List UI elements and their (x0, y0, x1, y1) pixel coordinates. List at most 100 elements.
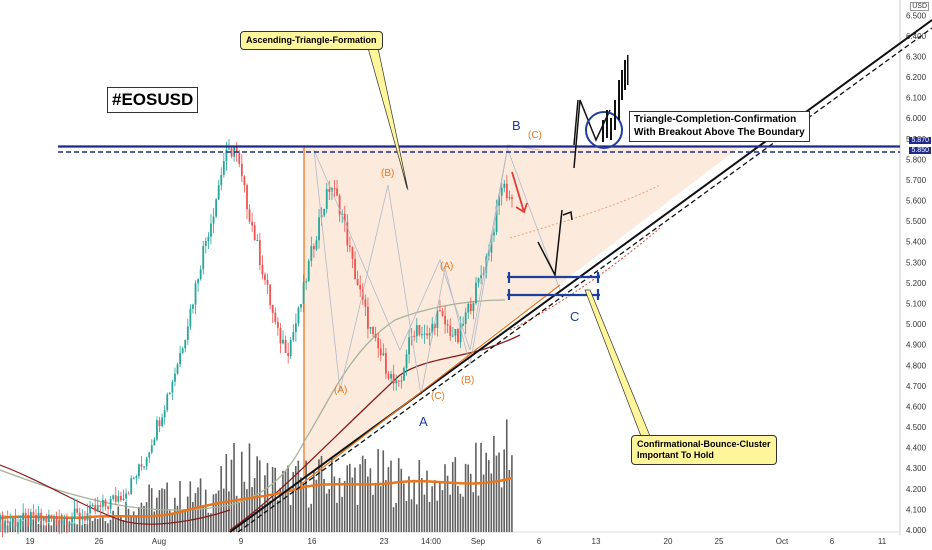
volume-bar (505, 419, 508, 532)
candle-body (367, 306, 369, 329)
candle-body (464, 312, 467, 324)
volume-bar (349, 463, 351, 532)
volume-bar (287, 465, 289, 532)
candle-body (14, 519, 17, 527)
candle-body (382, 353, 385, 356)
volume-bar (423, 494, 426, 532)
candle-body (11, 519, 14, 522)
candle-body (421, 334, 423, 336)
volume-bar (379, 486, 382, 532)
volume-bar (297, 460, 300, 532)
volume-bar (37, 523, 40, 532)
candle-body (166, 394, 169, 411)
volume-bar (107, 523, 109, 532)
volume-bar (454, 457, 457, 532)
candle-body (493, 232, 495, 236)
candle-body (274, 312, 277, 322)
candle-body (161, 417, 163, 427)
candle-body (55, 515, 58, 520)
candle-body (356, 279, 359, 286)
volume-bar (359, 464, 361, 532)
volume-bar (135, 516, 138, 532)
x-tick-label: 19 (26, 537, 35, 546)
candle-body (415, 325, 418, 337)
ticker-title: #EOSUSD (107, 87, 199, 113)
volume-bar (392, 507, 395, 532)
candle-body (65, 517, 68, 526)
volume-bar (96, 518, 99, 532)
candle-body (320, 215, 323, 218)
y-tick-label: 6.300 (906, 52, 927, 61)
volume-bar (81, 525, 84, 532)
x-axis: 19 26 Aug 9 16 23 14:00 Sep 6 13 20 25 Oct 6 11 (26, 537, 887, 546)
volume-bar (150, 488, 153, 532)
volume-bar (400, 468, 403, 532)
volume-bar (405, 501, 408, 532)
volume-bar (294, 465, 297, 532)
candle-body (58, 519, 61, 525)
x-tick-label: 6 (830, 537, 835, 546)
volume-bar (323, 478, 325, 532)
candle-body (32, 512, 35, 515)
triangle-callout: Ascending-Triangle-Formation (240, 31, 383, 50)
candle-body (184, 339, 187, 349)
volume-bar (202, 506, 204, 532)
candle-body (387, 373, 390, 379)
volume-bar (382, 450, 385, 532)
breakout-note-line2: With Breakout Above The Boundary (634, 126, 805, 138)
candle-body (1, 514, 4, 529)
volume-bar (153, 511, 156, 532)
candle-body (323, 208, 326, 216)
candle-body (130, 478, 133, 495)
candle-body (397, 380, 400, 382)
candle-body (297, 307, 300, 324)
volume-bar (40, 521, 42, 532)
candle-body (27, 515, 30, 526)
ma-dark-band (0, 464, 231, 525)
candle-body (207, 236, 210, 241)
candle-body (477, 278, 480, 283)
volume-bar (32, 519, 35, 532)
candle-body (349, 245, 351, 248)
x-tick-label: Aug (152, 537, 166, 546)
wave-label-orange-c1: (C) (431, 391, 445, 402)
breakout-note: Triangle-Completion-Confirmation With Br… (629, 111, 810, 142)
candle-body (40, 512, 43, 521)
volume-bar (485, 452, 487, 532)
candle-body (135, 476, 138, 479)
wave-label-blue-b: B (512, 118, 521, 133)
volume-bar (199, 478, 202, 532)
y-tick-label: 4.000 (906, 526, 927, 535)
volume-bar (168, 510, 171, 532)
wave-label-blue-c: C (570, 309, 579, 324)
volume-bar (47, 523, 50, 532)
volume-bar (433, 480, 436, 532)
volume-bar (431, 486, 433, 532)
candle-body (99, 505, 102, 507)
candle-body (217, 185, 220, 200)
volume-bar (436, 500, 439, 532)
volume-bar (114, 519, 117, 532)
candle-body (174, 373, 176, 382)
candle-body (94, 505, 97, 512)
candle-body (73, 508, 76, 519)
candle-body (346, 222, 349, 246)
candle-body (385, 353, 387, 374)
candle-body (403, 368, 405, 381)
volume-bar (91, 520, 94, 532)
x-tick-label: 9 (239, 537, 244, 546)
candle-body (222, 161, 225, 175)
volume-bar (310, 503, 313, 532)
volume-bar (312, 469, 315, 532)
volume-bar (158, 490, 161, 532)
x-tick-label: 25 (715, 537, 724, 546)
volume-bar (63, 519, 66, 532)
candle-body (138, 464, 140, 477)
volume-bar (76, 524, 78, 532)
volume-bar (462, 496, 464, 532)
volume-bar (372, 494, 374, 532)
volume-bar (364, 459, 367, 532)
volume-bar (284, 470, 287, 532)
candle-body (441, 311, 444, 316)
